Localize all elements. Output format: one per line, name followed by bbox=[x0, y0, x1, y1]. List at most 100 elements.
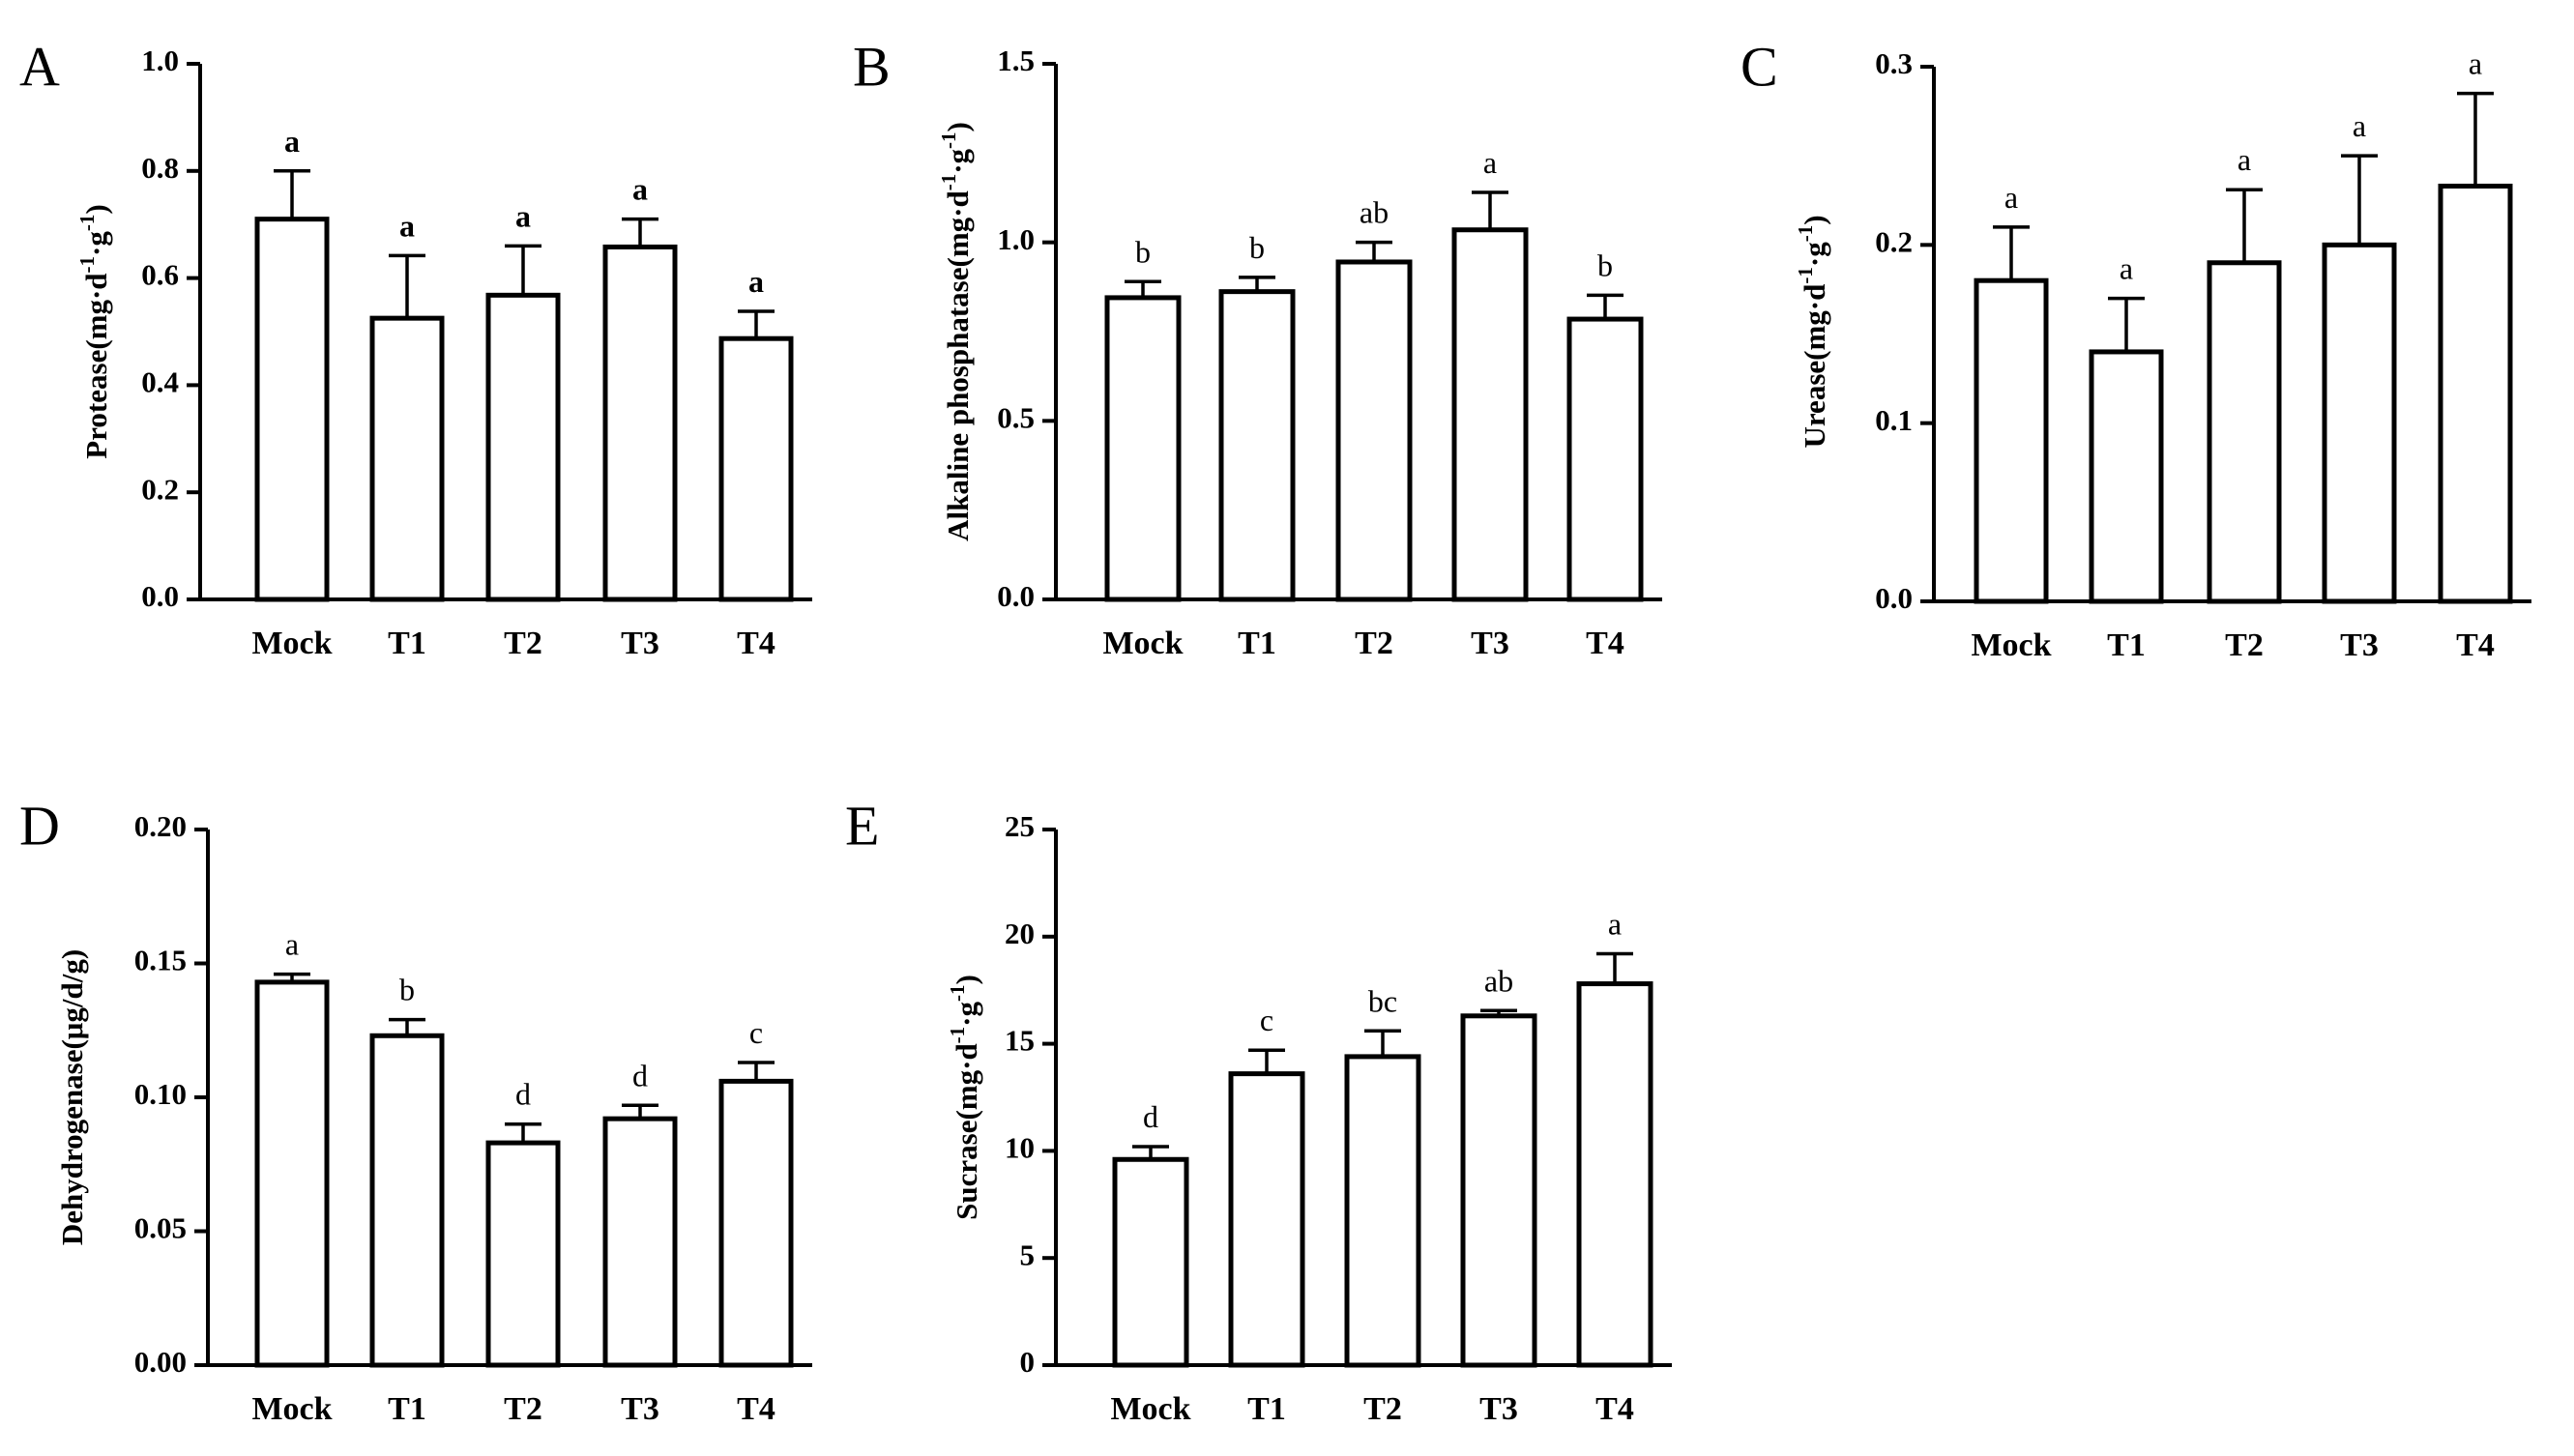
y-tick-label: 1.0 bbox=[141, 44, 179, 77]
bar-mock bbox=[254, 217, 330, 602]
panel-letter: A bbox=[19, 35, 60, 98]
y-tick-label: 0.2 bbox=[141, 472, 179, 506]
bar-t4 bbox=[1576, 981, 1653, 1368]
significance-letter: a bbox=[2353, 108, 2366, 143]
bar-t4 bbox=[2438, 184, 2513, 604]
significance-letter: a bbox=[748, 264, 764, 299]
significance-letter: a bbox=[632, 172, 648, 207]
panel-letter: D bbox=[19, 794, 60, 857]
significance-letter: c bbox=[749, 1015, 763, 1050]
bar-t3 bbox=[1460, 1013, 1537, 1368]
x-tick-label: Mock bbox=[251, 1391, 332, 1427]
x-tick-label: T1 bbox=[388, 1391, 426, 1427]
bar-t1 bbox=[369, 315, 445, 602]
bar-t2 bbox=[485, 292, 561, 602]
y-axis-label: Protease(mg·d-1·g-1) bbox=[75, 204, 113, 458]
panel-B: B 0.0 0.5 1.0 1.5 Alkaline phosphatase(mg·d-1… bbox=[853, 35, 1662, 661]
x-tick-label: T3 bbox=[2340, 627, 2379, 663]
y-tick-label: 0.8 bbox=[141, 151, 179, 185]
panel-A: A 0.0 0.2 0.4 0.6 0.8 1.0 Protease(mg·d-1·g-1) a… bbox=[19, 35, 812, 661]
x-tick-label: T2 bbox=[504, 626, 542, 661]
y-tick-label: 20 bbox=[1005, 917, 1035, 950]
significance-letter: a bbox=[2469, 46, 2482, 81]
bar-t2 bbox=[485, 1140, 561, 1368]
y-tick-label: 1.5 bbox=[997, 44, 1035, 77]
x-tick-label: T3 bbox=[1479, 1391, 1518, 1427]
panel-letter: B bbox=[853, 35, 891, 98]
bar-t1 bbox=[2089, 349, 2164, 604]
x-tick-label: T1 bbox=[2107, 627, 2146, 663]
significance-letter: d bbox=[515, 1077, 531, 1112]
x-tick-label: T2 bbox=[2225, 627, 2264, 663]
significance-letter: a bbox=[2120, 251, 2133, 286]
y-axis-label: Urease(mg·d-1·g-1) bbox=[1794, 215, 1831, 448]
bar-t2 bbox=[2207, 260, 2282, 604]
x-tick-label: Mock bbox=[251, 626, 332, 661]
bar-t3 bbox=[2322, 242, 2397, 604]
bar-t2 bbox=[1344, 1054, 1421, 1368]
bar-t1 bbox=[369, 1033, 445, 1368]
panel-E: E 0 5 10 15 20 25 Sucrase(mg·d-1·g-1) d Mock c T1 bc… bbox=[845, 794, 1672, 1427]
y-tick-label: 0.4 bbox=[141, 365, 179, 399]
y-tick-label: 0.10 bbox=[134, 1077, 187, 1111]
x-tick-label: Mock bbox=[1110, 1391, 1190, 1427]
significance-letter: a bbox=[2238, 142, 2251, 177]
panel-D: D 0.00 0.05 0.10 0.15 0.20 Dehydrogenase(μg/d/… bbox=[19, 794, 812, 1427]
significance-letter: a bbox=[515, 198, 531, 233]
x-tick-label: T4 bbox=[737, 626, 775, 661]
significance-letter: ab bbox=[1484, 963, 1513, 998]
significance-letter: b bbox=[1597, 248, 1613, 282]
panel-letter: E bbox=[845, 794, 879, 857]
significance-letter: d bbox=[632, 1058, 648, 1092]
x-tick-label: T4 bbox=[1586, 626, 1624, 661]
bar-t3 bbox=[602, 244, 678, 602]
y-tick-label: 10 bbox=[1005, 1131, 1035, 1165]
significance-letter: b bbox=[1135, 234, 1151, 269]
x-tick-label: T1 bbox=[388, 626, 426, 661]
y-tick-label: 0.5 bbox=[997, 400, 1035, 434]
bar-mock bbox=[1112, 1156, 1189, 1368]
y-axis-label: Alkaline phosphatase(mg·d-1·g-1) bbox=[937, 122, 975, 541]
x-tick-label: T3 bbox=[621, 626, 659, 661]
y-tick-label: 0 bbox=[1020, 1345, 1036, 1379]
bar-mock bbox=[1104, 295, 1182, 602]
x-tick-label: T4 bbox=[2456, 627, 2495, 663]
y-tick-label: 0.2 bbox=[1875, 224, 1913, 258]
y-tick-label: 0.3 bbox=[1875, 46, 1913, 80]
x-tick-label: T3 bbox=[1471, 626, 1509, 661]
bar-t4 bbox=[718, 1078, 794, 1368]
x-tick-label: T1 bbox=[1247, 1391, 1286, 1427]
significance-letter: a bbox=[284, 124, 300, 159]
significance-letter: c bbox=[1260, 1003, 1273, 1037]
bar-t4 bbox=[1566, 316, 1644, 602]
bar-t2 bbox=[1335, 259, 1413, 602]
bar-t4 bbox=[718, 335, 794, 602]
bar-t1 bbox=[1218, 289, 1296, 602]
significance-letter: a bbox=[2004, 180, 2018, 215]
y-tick-label: 0.0 bbox=[997, 579, 1035, 613]
x-tick-label: T2 bbox=[504, 1391, 542, 1427]
bar-t3 bbox=[1451, 227, 1529, 602]
y-tick-label: 0.6 bbox=[141, 258, 179, 292]
y-tick-label: 0.20 bbox=[134, 809, 187, 843]
significance-letter: d bbox=[1143, 1099, 1158, 1134]
significance-letter: a bbox=[1483, 145, 1497, 180]
significance-letter: a bbox=[285, 927, 299, 962]
x-tick-label: T1 bbox=[1238, 626, 1276, 661]
bar-mock bbox=[1974, 277, 2049, 604]
x-tick-label: T4 bbox=[737, 1391, 775, 1427]
significance-letter: ab bbox=[1360, 195, 1389, 230]
y-tick-label: 0.05 bbox=[134, 1211, 187, 1245]
y-axis-label: Dehydrogenase(μg/d/g) bbox=[55, 949, 89, 1245]
significance-letter: bc bbox=[1368, 983, 1397, 1018]
x-tick-label: T2 bbox=[1363, 1391, 1402, 1427]
x-tick-label: T2 bbox=[1355, 626, 1393, 661]
significance-letter: b bbox=[1249, 230, 1265, 265]
x-tick-label: Mock bbox=[1102, 626, 1183, 661]
y-axis-label: Sucrase(mg·d-1·g-1) bbox=[946, 975, 983, 1220]
y-tick-label: 25 bbox=[1005, 809, 1035, 843]
y-tick-label: 5 bbox=[1020, 1238, 1036, 1271]
y-tick-label: 0.15 bbox=[134, 944, 187, 977]
significance-letter: b bbox=[399, 973, 415, 1007]
